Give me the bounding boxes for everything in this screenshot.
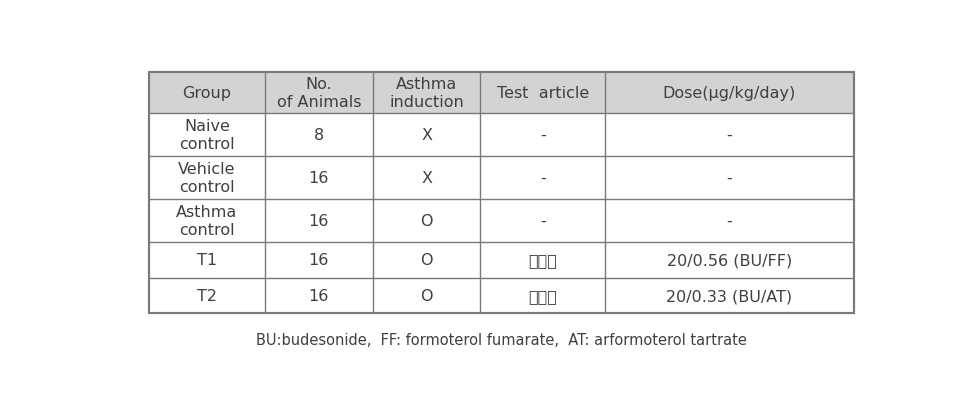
Bar — [149, 73, 853, 314]
Text: Group: Group — [182, 86, 232, 101]
Text: T2: T2 — [196, 288, 217, 303]
Text: -: - — [726, 128, 732, 143]
Text: Test  article: Test article — [496, 86, 588, 101]
Text: -: - — [539, 170, 545, 186]
Text: No.
of Animals: No. of Animals — [276, 77, 361, 109]
Text: -: - — [539, 128, 545, 143]
Text: T1: T1 — [196, 253, 217, 267]
Text: Vehicle
control: Vehicle control — [178, 162, 235, 194]
Text: Asthma
induction: Asthma induction — [389, 77, 463, 109]
Text: X: X — [421, 128, 432, 143]
Text: 대조약: 대조약 — [528, 253, 557, 267]
Text: X: X — [421, 170, 432, 186]
Text: Asthma
control: Asthma control — [176, 205, 237, 237]
Text: O: O — [420, 288, 433, 303]
Bar — [149, 73, 853, 114]
Text: 16: 16 — [309, 213, 328, 228]
Text: Dose(μg/kg/day): Dose(μg/kg/day) — [662, 86, 795, 101]
Text: -: - — [726, 170, 732, 186]
Text: 16: 16 — [309, 253, 328, 267]
Bar — [149, 278, 853, 314]
Text: 20/0.33 (BU/AT): 20/0.33 (BU/AT) — [665, 288, 791, 303]
Text: 20/0.56 (BU/FF): 20/0.56 (BU/FF) — [666, 253, 791, 267]
Bar — [149, 114, 853, 157]
Text: 시험약: 시험약 — [528, 288, 557, 303]
Text: 16: 16 — [309, 288, 328, 303]
Text: 16: 16 — [309, 170, 328, 186]
Text: O: O — [420, 253, 433, 267]
Text: 8: 8 — [314, 128, 323, 143]
Text: O: O — [420, 213, 433, 228]
Bar — [149, 157, 853, 199]
Text: Naive
control: Naive control — [179, 119, 234, 151]
Text: -: - — [726, 213, 732, 228]
Text: BU:budesonide,  FF: formoterol fumarate,  AT: arformoterol tartrate: BU:budesonide, FF: formoterol fumarate, … — [256, 332, 745, 347]
Bar — [149, 242, 853, 278]
Text: -: - — [539, 213, 545, 228]
Bar — [149, 199, 853, 242]
